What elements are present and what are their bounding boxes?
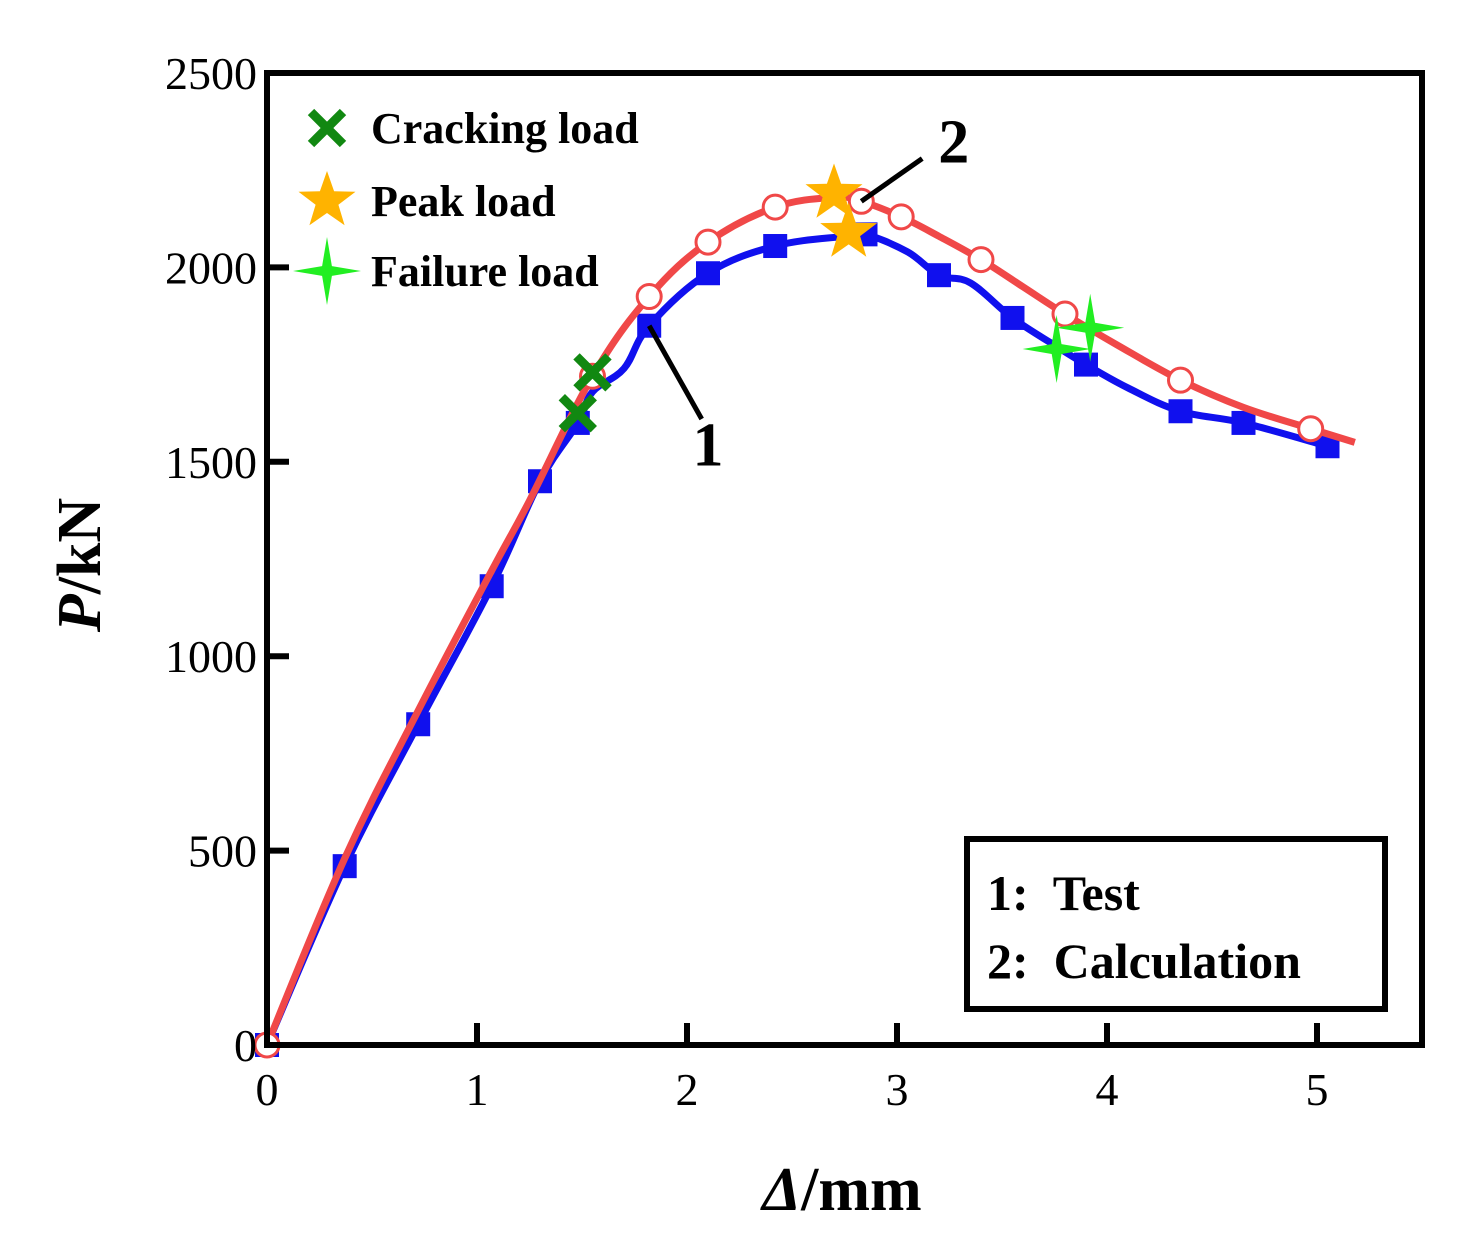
x-tick-label: 4 bbox=[1096, 1064, 1119, 1115]
test-marker bbox=[763, 234, 788, 259]
x-tick-label: 1 bbox=[466, 1064, 489, 1115]
cracking-load-marker bbox=[573, 353, 612, 392]
legend-label: Cracking load bbox=[371, 104, 639, 153]
plot-frame bbox=[264, 70, 1425, 1048]
y-axis-symbol: P bbox=[46, 593, 114, 633]
peak-load-marker bbox=[805, 163, 863, 218]
legend-layer: Cracking load Peak load Failure load 1: Tes… bbox=[293, 104, 1388, 1012]
legend-star-icon bbox=[298, 171, 356, 226]
test-marker bbox=[1168, 399, 1193, 424]
calculation-marker bbox=[1051, 300, 1079, 328]
test-marker bbox=[1231, 410, 1256, 435]
curve-label-leader bbox=[647, 324, 704, 421]
calculation-marker bbox=[967, 246, 995, 274]
x-tick-label: 3 bbox=[886, 1064, 909, 1115]
y-tick-label: 1500 bbox=[165, 437, 257, 488]
x-axis-symbol: Δ bbox=[759, 1156, 801, 1224]
x-axis-unit: /mm bbox=[800, 1156, 922, 1224]
cracking-load-marker bbox=[558, 394, 597, 433]
y-tick-label: 1000 bbox=[165, 631, 257, 682]
calculation-marker bbox=[1297, 415, 1325, 443]
y-tick-label: 500 bbox=[188, 826, 257, 877]
cross-stroke bbox=[558, 394, 597, 433]
calculation-marker bbox=[694, 228, 722, 256]
x-tick-label: 2 bbox=[676, 1064, 699, 1115]
curve-label: 1 bbox=[693, 412, 724, 480]
y-axis-unit: /kN bbox=[46, 498, 114, 595]
failure-load-marker bbox=[1056, 293, 1125, 362]
legend-label: Peak load bbox=[371, 177, 556, 226]
calculation-marker bbox=[887, 203, 915, 231]
test-marker bbox=[696, 261, 720, 286]
calculation-marker bbox=[635, 283, 663, 311]
cross-stroke bbox=[307, 108, 347, 148]
peak-load-marker bbox=[820, 202, 878, 257]
x-tick-label: 5 bbox=[1306, 1064, 1329, 1115]
y-tick-label: 2500 bbox=[165, 48, 257, 99]
y-tick-label: 2000 bbox=[165, 242, 257, 293]
test-marker bbox=[1000, 305, 1025, 330]
cross-stroke bbox=[573, 353, 612, 392]
y-axis-title: P/kN bbox=[46, 498, 114, 633]
test-marker bbox=[927, 263, 951, 288]
test-marker bbox=[1074, 352, 1098, 377]
x-tick-label: 0 bbox=[256, 1064, 279, 1115]
series-legend-entry: 1: Test bbox=[987, 865, 1140, 921]
legend-label: Failure load bbox=[371, 247, 599, 296]
failure-load-marker bbox=[1022, 315, 1091, 383]
curve-label: 2 bbox=[938, 108, 969, 176]
calculation-marker bbox=[761, 193, 789, 221]
annotation-layer: 12 bbox=[558, 108, 1125, 480]
y-tick-label: 0 bbox=[234, 1020, 257, 1071]
legend-cross-icon bbox=[307, 108, 347, 148]
curve-label-leader bbox=[859, 156, 924, 204]
series-legend-box bbox=[964, 836, 1388, 1012]
x-axis-title: Δ/mm bbox=[759, 1156, 921, 1224]
calculation-marker bbox=[1167, 366, 1194, 394]
series-legend-entry: 2: Calculation bbox=[987, 933, 1301, 989]
legend-four-point-star-icon bbox=[293, 237, 361, 305]
